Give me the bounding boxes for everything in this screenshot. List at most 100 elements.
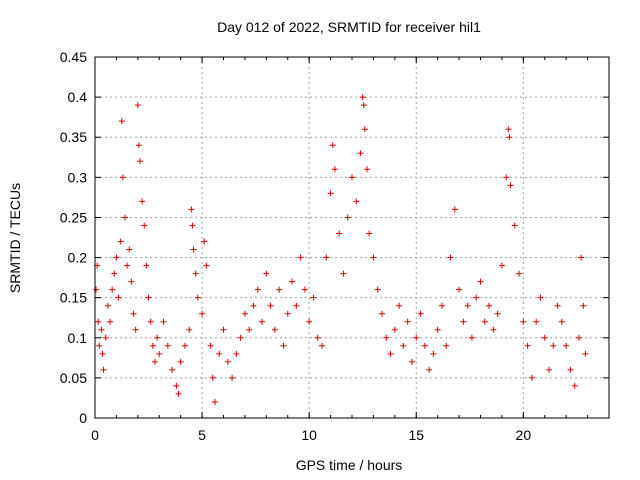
data-point (96, 342, 103, 349)
data-point (507, 182, 514, 189)
data-point (554, 302, 561, 309)
data-point (160, 318, 167, 325)
data-point (115, 294, 122, 301)
data-point (201, 238, 208, 245)
data-point (460, 318, 467, 325)
data-point (267, 302, 274, 309)
data-point (99, 350, 106, 357)
data-point (154, 334, 161, 341)
data-point (141, 222, 148, 229)
data-point (353, 198, 360, 205)
data-point (578, 254, 585, 261)
data-point (511, 222, 518, 229)
data-point (203, 262, 210, 269)
data-point (490, 326, 497, 333)
data-point (246, 326, 253, 333)
data-point (189, 222, 196, 229)
data-point (404, 318, 411, 325)
data-point (383, 334, 390, 341)
y-tick-label: 0 (79, 410, 87, 426)
data-point (121, 214, 128, 221)
data-point (126, 246, 133, 253)
data-point (164, 342, 171, 349)
data-point (477, 278, 484, 285)
data-point (194, 294, 201, 301)
data-point (387, 350, 394, 357)
data-point (360, 102, 367, 109)
data-point (209, 374, 216, 381)
data-point (580, 302, 587, 309)
data-point (567, 366, 574, 373)
data-point (451, 206, 458, 213)
data-point (139, 198, 146, 205)
data-point (533, 318, 540, 325)
data-point (505, 126, 512, 133)
data-point (456, 286, 463, 293)
data-point (128, 278, 135, 285)
data-point (241, 310, 248, 317)
data-points (93, 94, 589, 405)
y-tick-label: 0.35 (60, 129, 87, 145)
data-point (563, 342, 570, 349)
data-point (117, 238, 124, 245)
data-point (104, 302, 111, 309)
y-tick-label: 0.15 (60, 290, 87, 306)
data-point (98, 326, 105, 333)
data-point (181, 342, 188, 349)
data-point (359, 94, 366, 101)
data-point (434, 326, 441, 333)
data-point (319, 342, 326, 349)
data-point (546, 366, 553, 373)
data-point (357, 150, 364, 157)
data-point (503, 174, 510, 181)
data-point (151, 358, 158, 365)
data-point (473, 294, 480, 301)
data-point (259, 318, 266, 325)
data-point (100, 366, 107, 373)
data-point (216, 350, 223, 357)
data-point (524, 342, 531, 349)
data-point (301, 286, 308, 293)
plot-frame (94, 56, 610, 419)
data-point (276, 286, 283, 293)
data-point (558, 318, 565, 325)
data-point (93, 286, 100, 293)
data-point (506, 134, 513, 141)
y-tick-labels: 0 0.05 0.1 0.15 0.2 0.25 0.3 0.35 0.4 0.45 (60, 49, 87, 426)
y-tick-label: 0.2 (68, 250, 88, 266)
data-point (314, 334, 321, 341)
data-point (95, 318, 102, 325)
x-axis-label: GPS time / hours (296, 457, 403, 473)
data-point (192, 270, 199, 277)
data-point (211, 398, 218, 405)
data-point (361, 126, 368, 133)
data-point (417, 310, 424, 317)
data-point (306, 318, 313, 325)
data-point (323, 254, 330, 261)
data-point (102, 334, 109, 341)
data-point (378, 310, 385, 317)
data-point (111, 270, 118, 277)
data-point (147, 318, 154, 325)
data-point (284, 310, 291, 317)
data-point (263, 270, 270, 277)
data-point (340, 270, 347, 277)
data-point (327, 190, 334, 197)
data-point (486, 302, 493, 309)
data-point (134, 102, 141, 109)
data-point (344, 214, 351, 221)
data-point (190, 246, 197, 253)
x-tick-label: 15 (408, 427, 424, 443)
data-point (391, 326, 398, 333)
x-tick-label: 10 (301, 427, 317, 443)
data-point (199, 310, 206, 317)
data-point (336, 230, 343, 237)
data-point (237, 334, 244, 341)
data-point (370, 254, 377, 261)
data-point (413, 334, 420, 341)
data-point (443, 342, 450, 349)
data-point (143, 262, 150, 269)
data-point (224, 358, 231, 365)
data-point (220, 326, 227, 333)
data-point (541, 334, 548, 341)
